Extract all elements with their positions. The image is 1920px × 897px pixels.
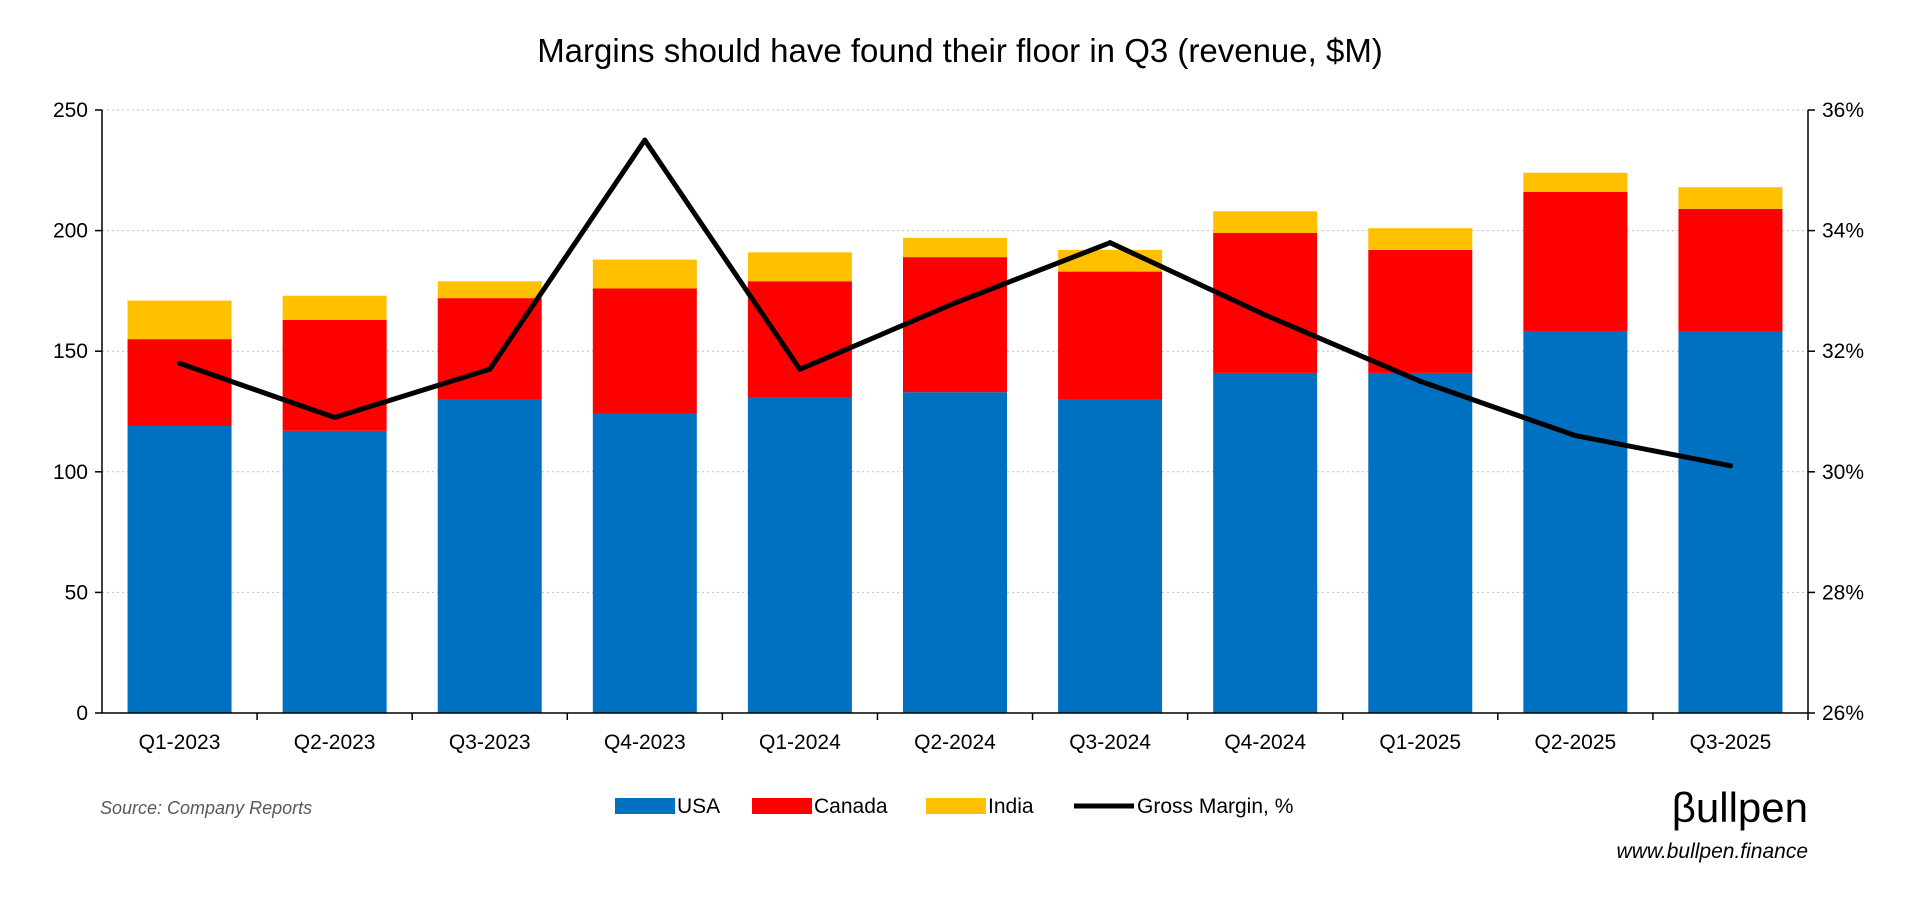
left-tick-label: 150 — [53, 340, 88, 363]
left-tick-label: 50 — [65, 581, 88, 604]
right-tick-label: 34% — [1822, 220, 1864, 243]
bar-india-q4-2023 — [592, 259, 697, 289]
legend-label-india: India — [988, 795, 1034, 818]
left-tick-label: 0 — [76, 702, 88, 725]
legend-swatch-usa — [615, 798, 675, 814]
left-tick-label: 250 — [53, 99, 88, 122]
category-label: Q1-2023 — [139, 731, 221, 754]
left-tick-label: 200 — [53, 220, 88, 243]
gross-margin-point — [177, 360, 183, 366]
bar-canada-q1-2024 — [747, 281, 852, 398]
bar-india-q2-2024 — [903, 237, 1007, 258]
category-label: Q1-2024 — [759, 731, 841, 754]
bar-usa-q1-2024 — [747, 397, 852, 713]
bar-canada-q2-2025 — [1523, 192, 1628, 332]
right-tick-label: 26% — [1822, 702, 1864, 725]
bar-india-q1-2025 — [1368, 228, 1473, 250]
left-tick-label: 100 — [53, 461, 88, 484]
bar-canada-q3-2025 — [1678, 208, 1783, 332]
bar-canada-q1-2025 — [1368, 249, 1473, 373]
category-label: Q3-2024 — [1069, 731, 1151, 754]
axes: 0 50 100 150 200 250 26% 28% 30% 32% 34% 36% Q1-2023… — [53, 99, 1864, 754]
chart-title: Margins should have found their floor in… — [537, 32, 1383, 69]
legend-label-gross-margin: Gross Margin, % — [1137, 795, 1293, 818]
bar-usa-q3-2025 — [1678, 331, 1783, 713]
category-label: Q2-2024 — [914, 731, 996, 754]
bar-usa-q3-2023 — [437, 399, 542, 713]
gross-margin-line — [177, 137, 1733, 469]
bar-usa-q4-2024 — [1213, 372, 1318, 713]
gross-margin-point — [1727, 463, 1733, 469]
gross-margin-point — [1107, 240, 1113, 246]
gross-margin-point — [797, 366, 803, 372]
right-tick-label: 30% — [1822, 461, 1864, 484]
bar-india-q3-2025 — [1678, 187, 1783, 209]
legend: USA Canada India Gross Margin, % — [615, 795, 1293, 818]
legend-swatch-india — [926, 798, 986, 814]
brand-logo: βullpen — [1672, 784, 1808, 831]
bar-india-q2-2023 — [282, 295, 387, 320]
right-tick-label: 32% — [1822, 340, 1864, 363]
category-label: Q3-2025 — [1690, 731, 1772, 754]
category-label: Q2-2023 — [294, 731, 376, 754]
bars — [127, 172, 1783, 713]
gross-margin-point — [1262, 312, 1268, 318]
right-tick-label: 28% — [1822, 581, 1864, 604]
bar-usa-q1-2025 — [1368, 372, 1473, 713]
gross-margin-point — [1417, 378, 1423, 384]
gross-margin-point — [1572, 433, 1578, 439]
bar-usa-q2-2025 — [1523, 331, 1628, 713]
bar-usa-q3-2024 — [1058, 399, 1163, 713]
bar-india-q4-2024 — [1213, 211, 1318, 234]
website-text: www.bullpen.finance — [1617, 840, 1808, 863]
category-label: Q2-2025 — [1534, 731, 1616, 754]
source-note: Source: Company Reports — [100, 798, 312, 818]
gross-margin-point — [952, 300, 958, 306]
category-label: Q1-2025 — [1379, 731, 1461, 754]
right-tick-label: 36% — [1822, 99, 1864, 122]
gross-margin-point — [332, 415, 338, 421]
legend-label-canada: Canada — [814, 795, 888, 818]
gross-margin-point — [642, 137, 648, 143]
legend-label-usa: USA — [677, 795, 720, 818]
bar-india-q3-2023 — [437, 281, 542, 299]
bar-canada-q4-2024 — [1213, 233, 1318, 373]
category-label: Q4-2024 — [1224, 731, 1306, 754]
bar-usa-q2-2024 — [903, 392, 1007, 713]
bar-canada-q4-2023 — [592, 288, 697, 414]
gross-margin-point — [487, 366, 493, 372]
bar-india-q1-2023 — [127, 300, 232, 340]
bar-india-q2-2025 — [1523, 172, 1628, 193]
bar-canada-q2-2024 — [903, 257, 1007, 393]
bar-canada-q1-2023 — [127, 339, 232, 426]
bar-canada-q3-2024 — [1058, 271, 1163, 400]
legend-swatch-canada — [752, 798, 812, 814]
bar-usa-q2-2023 — [282, 430, 387, 713]
bar-india-q1-2024 — [747, 252, 852, 282]
bar-usa-q4-2023 — [592, 413, 697, 713]
bar-usa-q1-2023 — [127, 425, 232, 713]
category-label: Q4-2023 — [604, 731, 686, 754]
bar-canada-q2-2023 — [282, 319, 387, 431]
category-label: Q3-2023 — [449, 731, 531, 754]
